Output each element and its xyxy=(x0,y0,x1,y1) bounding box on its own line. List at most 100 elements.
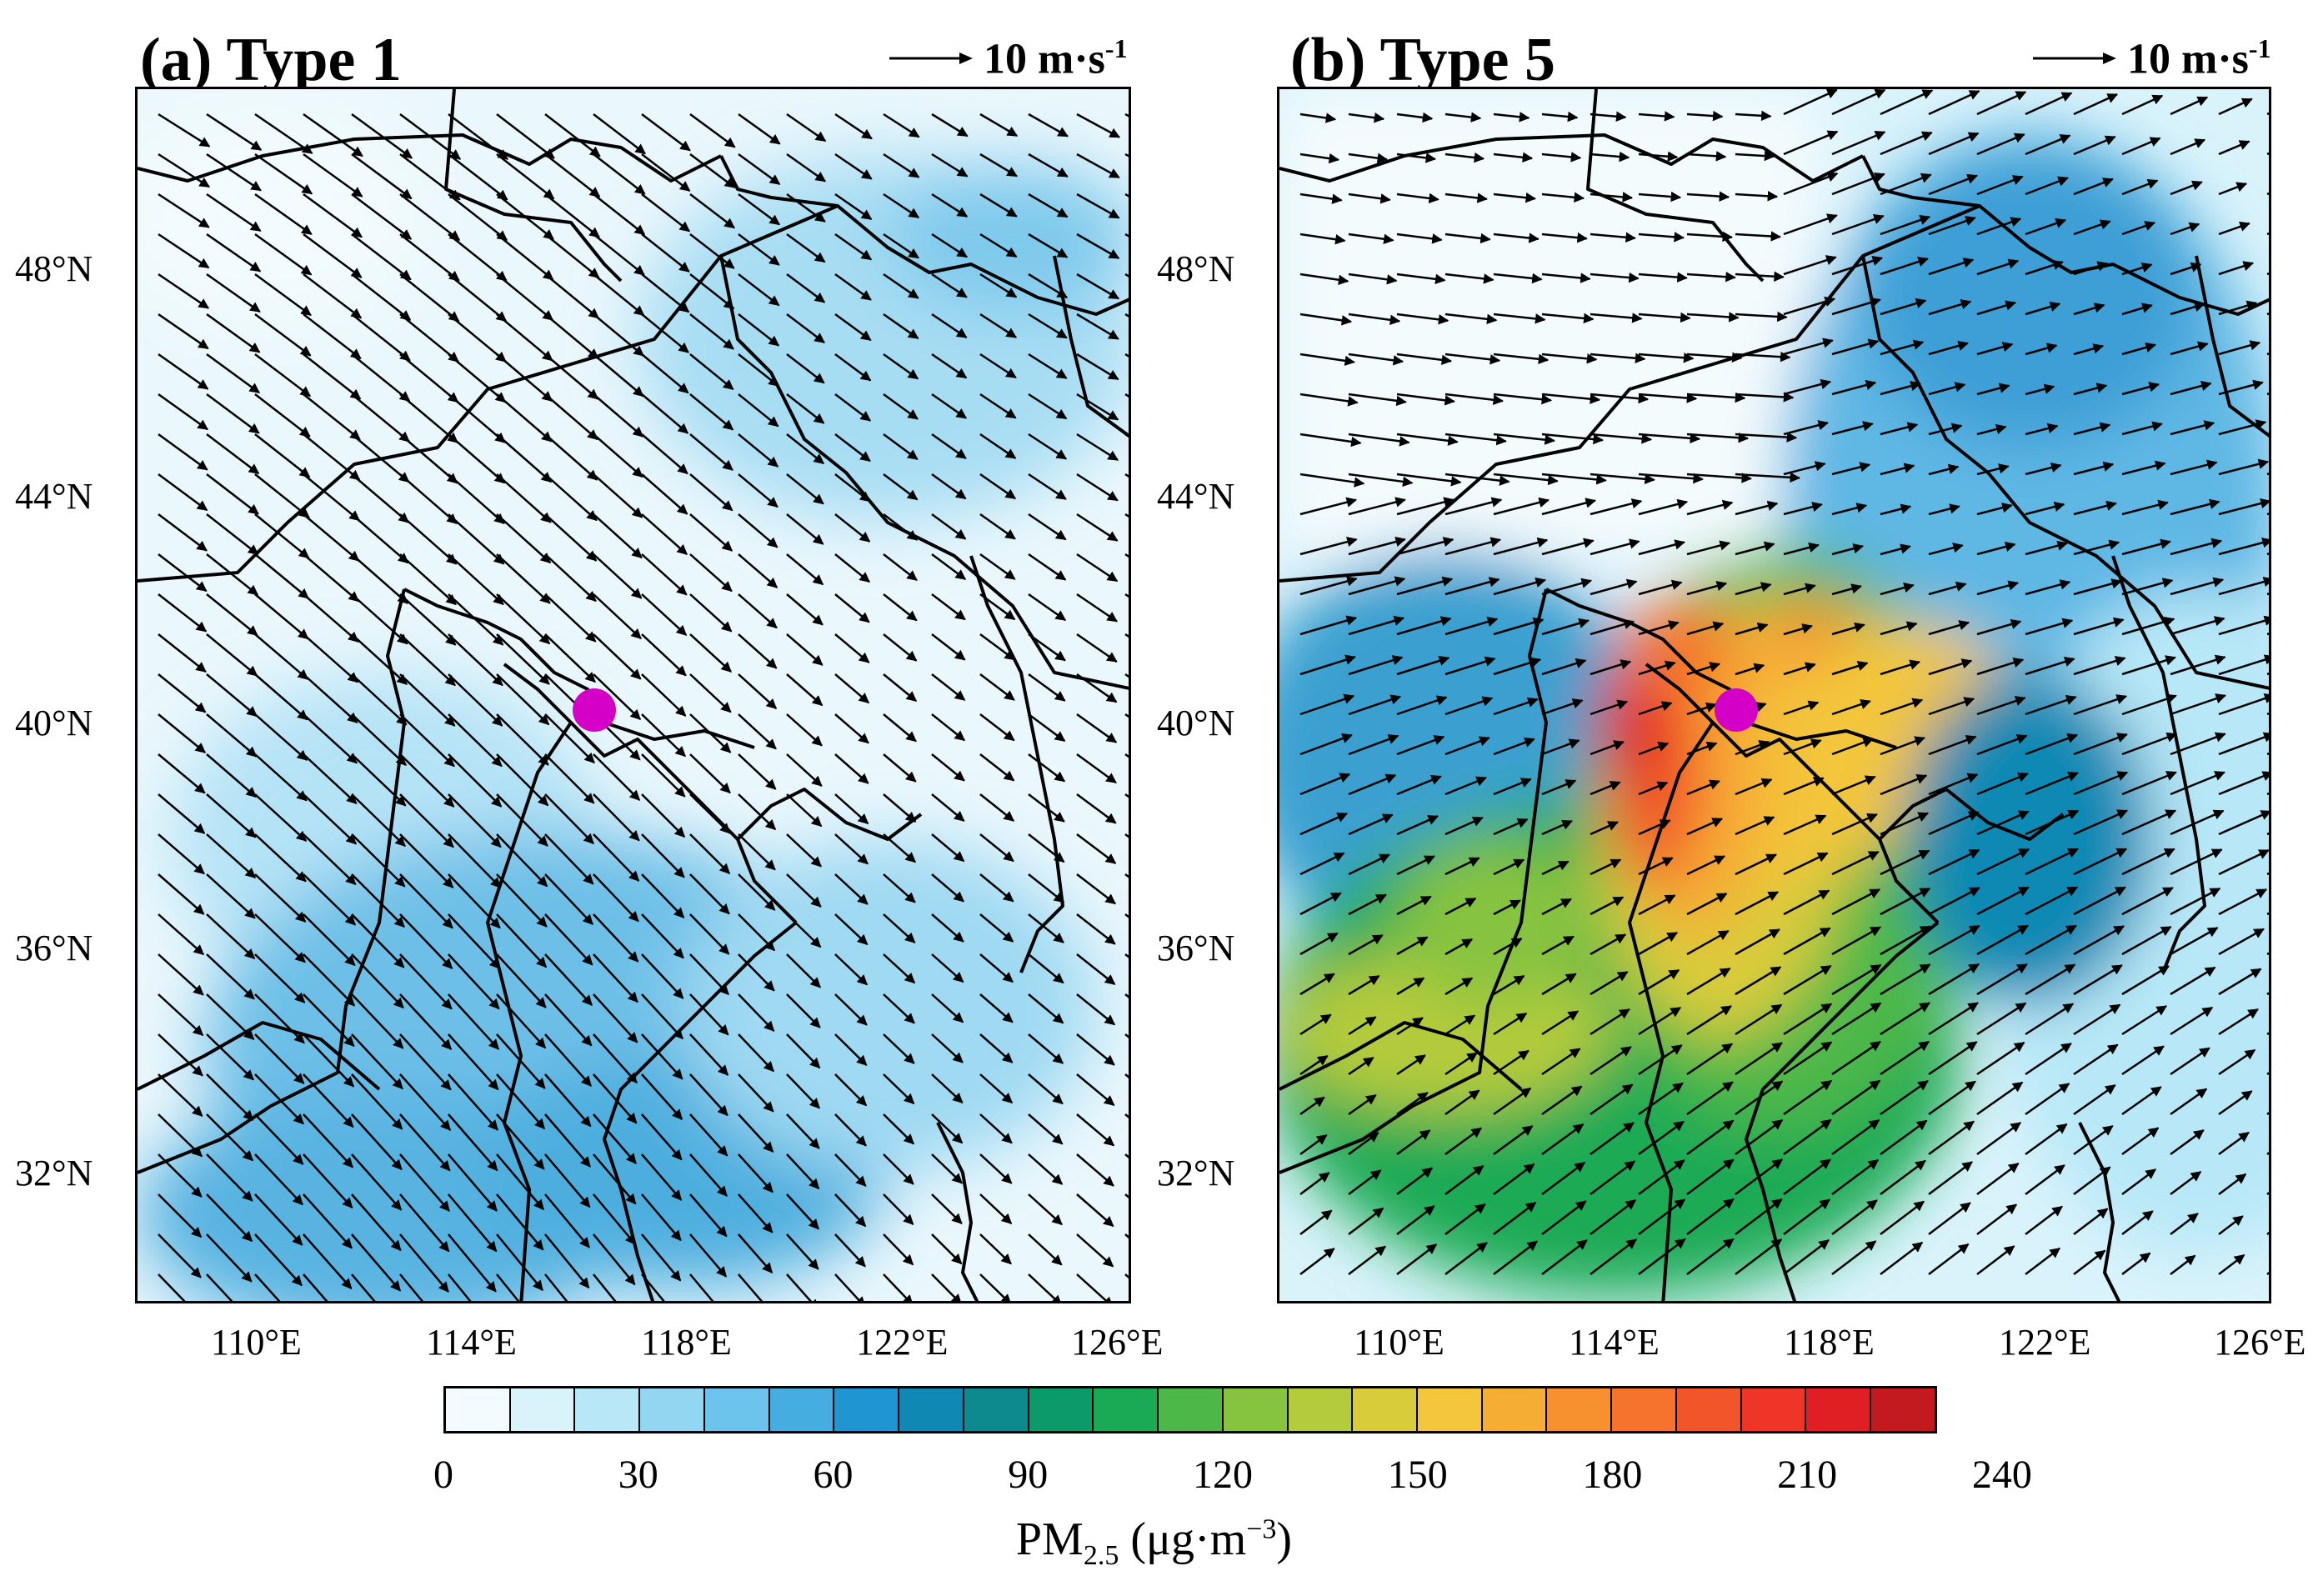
wind-arrow xyxy=(1783,964,1832,996)
wind-arrow xyxy=(786,1153,820,1190)
wind-arrow xyxy=(2170,1006,2214,1036)
wind-arrow xyxy=(641,833,685,878)
wind-arrow xyxy=(1735,816,1775,836)
wind-arrow xyxy=(2170,341,2209,356)
wind-arrow xyxy=(2218,732,2269,756)
wind-arrow xyxy=(931,233,968,258)
wind-vectors-b xyxy=(1299,89,2269,1275)
wind-arrow xyxy=(2073,848,2128,876)
wind-arrow xyxy=(1783,213,1838,236)
wind-arrow xyxy=(979,433,1017,459)
wind-arrow xyxy=(399,433,458,484)
wind-arrow xyxy=(883,1273,914,1301)
wind-arrow xyxy=(1348,497,1406,516)
wind-arrow xyxy=(1444,393,1504,405)
wind-arrow xyxy=(738,753,777,790)
wind-arrow xyxy=(834,1233,866,1268)
wind-arrow xyxy=(1028,313,1068,339)
wind-arrow xyxy=(1028,1033,1064,1064)
colorbar-swatch xyxy=(834,1388,900,1431)
wind-arrow xyxy=(544,913,593,966)
wind-arrow xyxy=(1076,113,1121,138)
wind-arrow xyxy=(2025,259,2064,276)
wind-arrow xyxy=(2073,461,2115,476)
wind-arrow xyxy=(834,1193,867,1228)
longitude-label: 114°E xyxy=(1569,1322,1660,1363)
wind-arrow xyxy=(303,313,362,360)
wind-arrow xyxy=(834,1273,866,1301)
wind-arrow xyxy=(399,593,457,646)
wind-arrow xyxy=(206,873,256,919)
wind-arrow xyxy=(448,1153,498,1212)
wind-arrow xyxy=(158,593,208,633)
wind-arrow xyxy=(1831,462,1871,476)
wind-arrow xyxy=(399,313,459,363)
wind-arrow xyxy=(2121,499,2169,516)
wind-arrow xyxy=(593,953,638,1003)
wind-arrow xyxy=(399,873,453,929)
colorbar-swatch xyxy=(446,1388,511,1431)
wind-arrow xyxy=(1928,735,1977,756)
wind-arrow xyxy=(883,273,919,299)
wind-arrow xyxy=(496,513,552,564)
wind-arrow xyxy=(1783,130,1839,156)
wind-arrow xyxy=(593,1273,617,1301)
wind-arrow xyxy=(1783,89,1838,116)
wind-arrow xyxy=(1493,617,1545,636)
wind-arrow xyxy=(448,1113,498,1172)
wind-arrow xyxy=(496,113,555,159)
wind-arrow xyxy=(206,953,255,1000)
wind-arrow xyxy=(1396,393,1455,406)
wind-arrow xyxy=(593,753,641,801)
wind-arrow xyxy=(1076,793,1117,824)
wind-arrow xyxy=(303,1113,353,1168)
wind-arrow xyxy=(206,513,259,556)
wind-arrow xyxy=(1638,1044,1683,1076)
wind-arrow xyxy=(738,313,780,347)
wind-arrow xyxy=(1444,696,1494,716)
wind-arrow xyxy=(1348,113,1385,123)
wind-arrow xyxy=(1638,660,1676,676)
wind-arrow xyxy=(979,473,1017,500)
wind-arrow xyxy=(1541,192,1585,203)
wind-arrow xyxy=(351,713,407,766)
wind-arrow xyxy=(1638,781,1669,796)
wind-arrow xyxy=(544,473,598,522)
wind-arrow xyxy=(2025,733,2079,756)
wind-arrow xyxy=(448,1273,472,1301)
wind-arrow xyxy=(1783,738,1822,756)
wind-arrow xyxy=(448,1193,498,1253)
wind-arrow xyxy=(593,193,646,236)
wind-arrow xyxy=(2121,926,2172,956)
wind-arrow xyxy=(1976,886,2030,916)
wind-arrow xyxy=(1076,593,1118,623)
wind-arrow xyxy=(351,873,405,928)
wind-arrow xyxy=(1076,873,1116,905)
wind-arrow xyxy=(834,1113,867,1147)
wind-arrow xyxy=(738,393,779,428)
wind-arrow xyxy=(883,713,917,743)
wind-arrow xyxy=(496,873,548,928)
wind-arrow xyxy=(206,153,262,192)
wind-arrow xyxy=(1348,1016,1377,1036)
latitude-label: 40°N xyxy=(1157,703,1235,743)
colorbar-tick-label: 60 xyxy=(813,1453,854,1497)
wind-arrow xyxy=(1686,779,1720,796)
wind-arrow xyxy=(979,1193,1013,1224)
wind-arrow xyxy=(399,913,453,969)
wind-arrow xyxy=(1976,618,2022,636)
wind-arrow xyxy=(883,953,916,984)
wind-arrow xyxy=(786,113,827,143)
wind-arrow xyxy=(1444,353,1501,365)
colorbar xyxy=(443,1386,1937,1433)
wind-arrow xyxy=(1028,753,1066,783)
wind-arrow xyxy=(1686,893,1728,916)
wind-arrow xyxy=(931,1073,964,1103)
wind-arrow xyxy=(786,793,823,828)
wind-arrow xyxy=(1928,658,1973,676)
wind-arrow xyxy=(254,393,311,438)
wind-arrow xyxy=(641,673,687,717)
wind-arrow xyxy=(786,673,824,707)
wind-arrow xyxy=(351,1193,402,1252)
wind-arrow xyxy=(1493,975,1525,996)
